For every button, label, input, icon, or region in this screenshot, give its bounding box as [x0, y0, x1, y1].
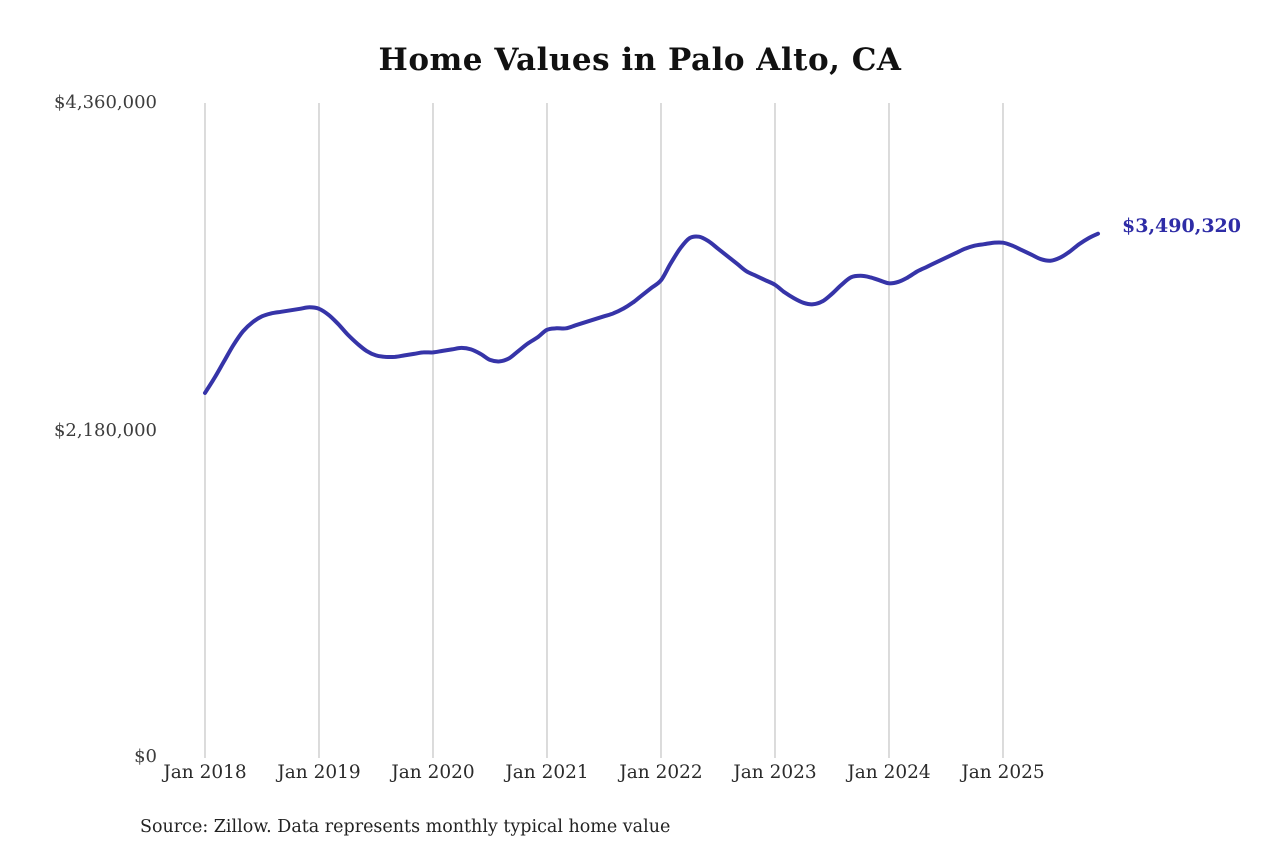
x-tick-jan-2025: Jan 2025: [961, 762, 1045, 783]
source-note: Source: Zillow. Data represents monthly …: [140, 817, 671, 837]
home-value-line: [203, 231, 1100, 395]
x-tick-jan-2019: Jan 2019: [277, 762, 361, 783]
chart-title: Home Values in Palo Alto, CA: [378, 42, 902, 78]
x-tick-jan-2021: Jan 2021: [505, 762, 589, 783]
x-tick-jan-2024: Jan 2024: [847, 762, 931, 783]
x-tick-jan-2023: Jan 2023: [733, 762, 817, 783]
x-tick-jan-2020: Jan 2020: [391, 762, 475, 783]
y-tick-label-middle: $2,180,000: [53, 420, 157, 441]
gridlines: [204, 103, 1004, 758]
y-tick-label-top: $4,360,000: [53, 92, 157, 113]
x-tick-jan-2022: Jan 2022: [619, 762, 703, 783]
y-tick-label-zero: $0: [134, 746, 157, 767]
x-tick-jan-2018: Jan 2018: [163, 762, 247, 783]
latest-value-label: $3,490,320: [1122, 215, 1241, 237]
